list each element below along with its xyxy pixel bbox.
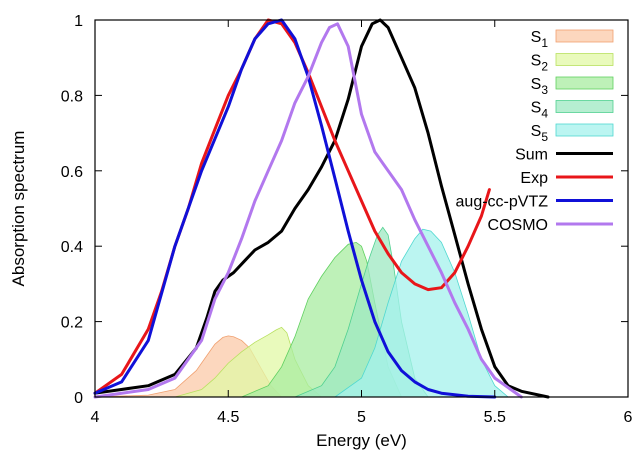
legend-label-s3: S3 [531, 76, 549, 97]
line-aug-cc-pvtz [93, 18, 497, 399]
y-tick-label: 0.6 [61, 164, 83, 181]
y-axis-label: Absorption spectrum [9, 131, 28, 287]
legend-label-cosmo: COSMO [488, 217, 548, 234]
y-tick-label: 0 [74, 390, 83, 407]
y-tick-label: 0.2 [61, 315, 83, 332]
legend-label-s1: S1 [531, 29, 549, 50]
x-tick-label: 5.5 [484, 409, 506, 426]
legend-swatch-s5 [555, 123, 614, 137]
legend-swatch-s1 [555, 29, 614, 43]
x-tick-label: 5 [357, 409, 366, 426]
legend-label-aug-cc-pvtz: aug-cc-pVTZ [456, 194, 549, 211]
x-axis-ticks: 4 4.5 5 5.5 6 [91, 20, 633, 426]
line-series-group [93, 18, 550, 399]
line-cosmo [93, 22, 523, 399]
legend-label-exp: Exp [520, 170, 548, 187]
x-axis-label: Energy (eV) [316, 431, 407, 450]
y-tick-label: 1 [74, 13, 83, 30]
x-tick-label: 6 [624, 409, 633, 426]
x-tick-label: 4 [91, 409, 100, 426]
y-tick-label: 0.8 [61, 88, 83, 105]
legend-label-s2: S2 [531, 53, 549, 74]
legend-label-sum: Sum [515, 147, 548, 164]
line-sum [93, 18, 550, 399]
legend-swatch-s3 [555, 76, 614, 90]
legend-swatch-s4 [555, 100, 614, 113]
y-tick-label: 0.4 [61, 239, 83, 256]
x-tick-label: 4.5 [217, 409, 239, 426]
legend-swatch-s2 [555, 53, 614, 66]
legend-label-s4: S4 [531, 100, 549, 121]
y-axis-ticks: 0 0.2 0.4 0.6 0.8 1 [61, 13, 628, 407]
legend-label-s5: S5 [531, 123, 549, 144]
